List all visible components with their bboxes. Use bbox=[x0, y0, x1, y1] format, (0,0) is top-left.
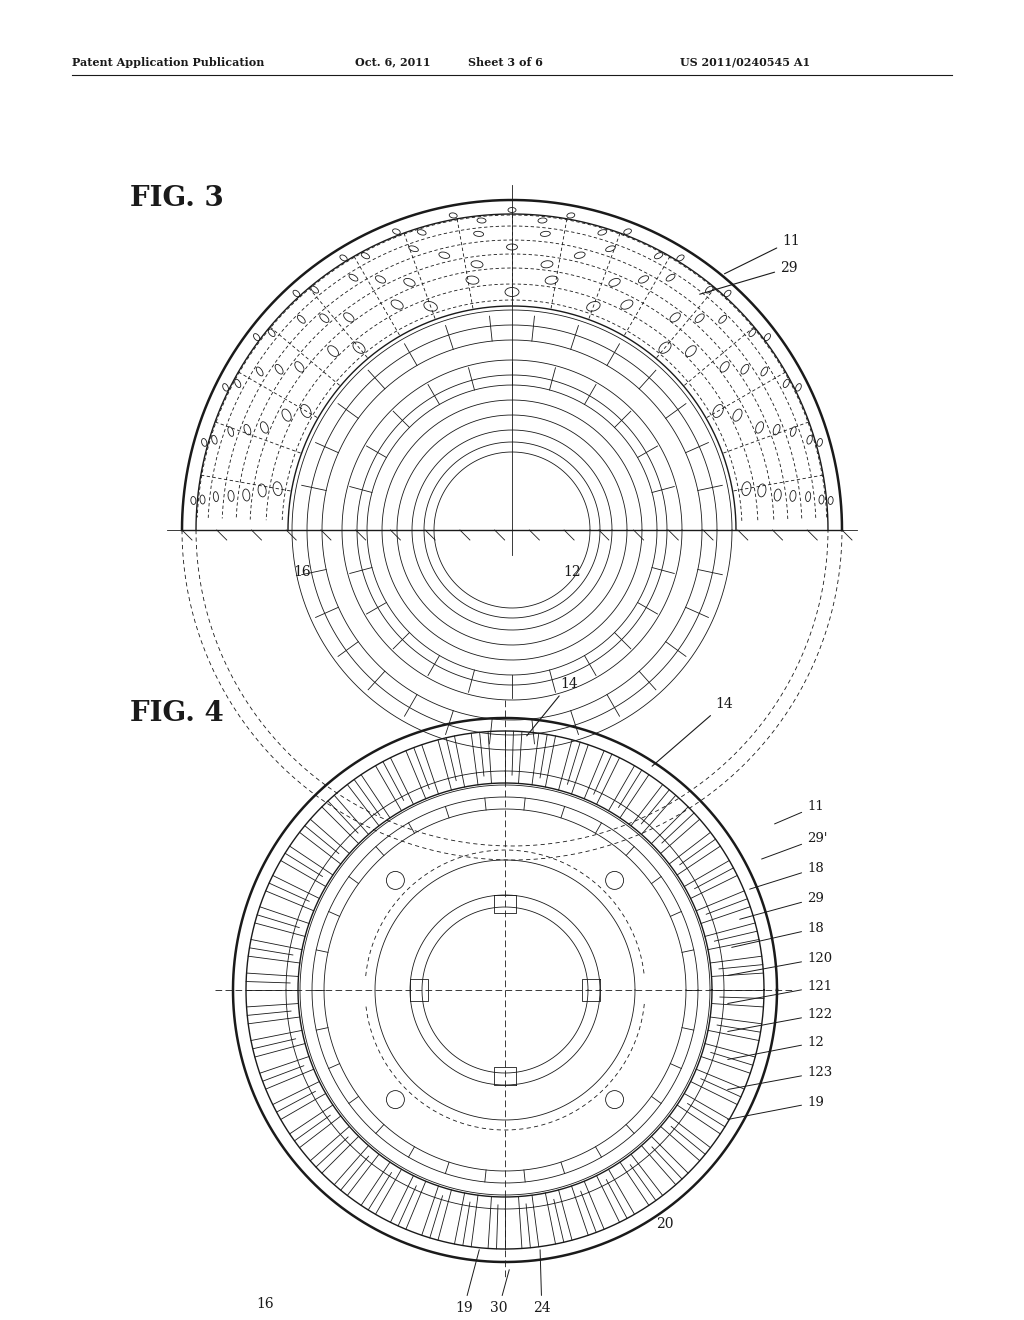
Text: 120: 120 bbox=[728, 952, 833, 975]
Text: 12: 12 bbox=[728, 1036, 823, 1060]
Text: 16: 16 bbox=[256, 1298, 273, 1311]
Text: Oct. 6, 2011: Oct. 6, 2011 bbox=[355, 57, 430, 67]
Text: 19: 19 bbox=[728, 1096, 824, 1119]
Text: Patent Application Publication: Patent Application Publication bbox=[72, 57, 264, 67]
Text: 29: 29 bbox=[699, 261, 798, 294]
Text: 122: 122 bbox=[728, 1008, 833, 1031]
Text: 16: 16 bbox=[293, 565, 311, 579]
Text: 29': 29' bbox=[762, 832, 827, 859]
Text: FIG. 3: FIG. 3 bbox=[130, 185, 224, 213]
Text: Sheet 3 of 6: Sheet 3 of 6 bbox=[468, 57, 543, 67]
Text: 29: 29 bbox=[739, 892, 824, 919]
Text: 11: 11 bbox=[725, 234, 800, 273]
Text: 20: 20 bbox=[656, 1217, 674, 1232]
Text: 121: 121 bbox=[728, 979, 833, 1003]
Text: US 2011/0240545 A1: US 2011/0240545 A1 bbox=[680, 57, 810, 67]
Text: 14: 14 bbox=[526, 677, 578, 735]
Text: 123: 123 bbox=[728, 1067, 833, 1089]
Text: 30: 30 bbox=[490, 1270, 509, 1315]
Text: 18: 18 bbox=[750, 862, 823, 890]
Text: 11: 11 bbox=[774, 800, 823, 824]
Text: 14: 14 bbox=[652, 697, 733, 766]
Text: FIG. 4: FIG. 4 bbox=[130, 700, 224, 727]
Text: 12: 12 bbox=[563, 565, 581, 579]
Text: 18: 18 bbox=[732, 921, 823, 948]
Text: 24: 24 bbox=[534, 1250, 551, 1315]
Text: 19: 19 bbox=[455, 1250, 479, 1315]
